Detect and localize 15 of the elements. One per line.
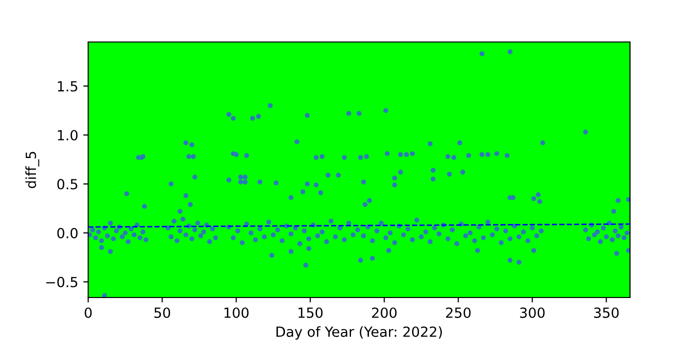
y-tick-label: 1.0 [58,130,78,140]
y-tick-label: 0.5 [57,178,78,190]
x-tick-label: 350 [594,307,619,318]
y-axis-title: diff_5 [25,152,40,188]
x-tick-label: 100 [224,307,249,318]
x-tick-label: 300 [520,307,545,318]
y-tick-label: −0.5 [46,276,78,288]
y-tick-label: 0.0 [57,228,78,238]
x-tick-label: 50 [154,307,170,318]
x-tick-label: 0 [84,307,92,318]
x-axis-title: Day of Year (Year: 2022) [276,326,442,340]
x-tick-label: 200 [372,307,397,318]
x-tick-label: 150 [298,307,323,318]
y-tick-label: 1.5 [58,81,78,92]
x-tick-label: 250 [446,307,471,318]
